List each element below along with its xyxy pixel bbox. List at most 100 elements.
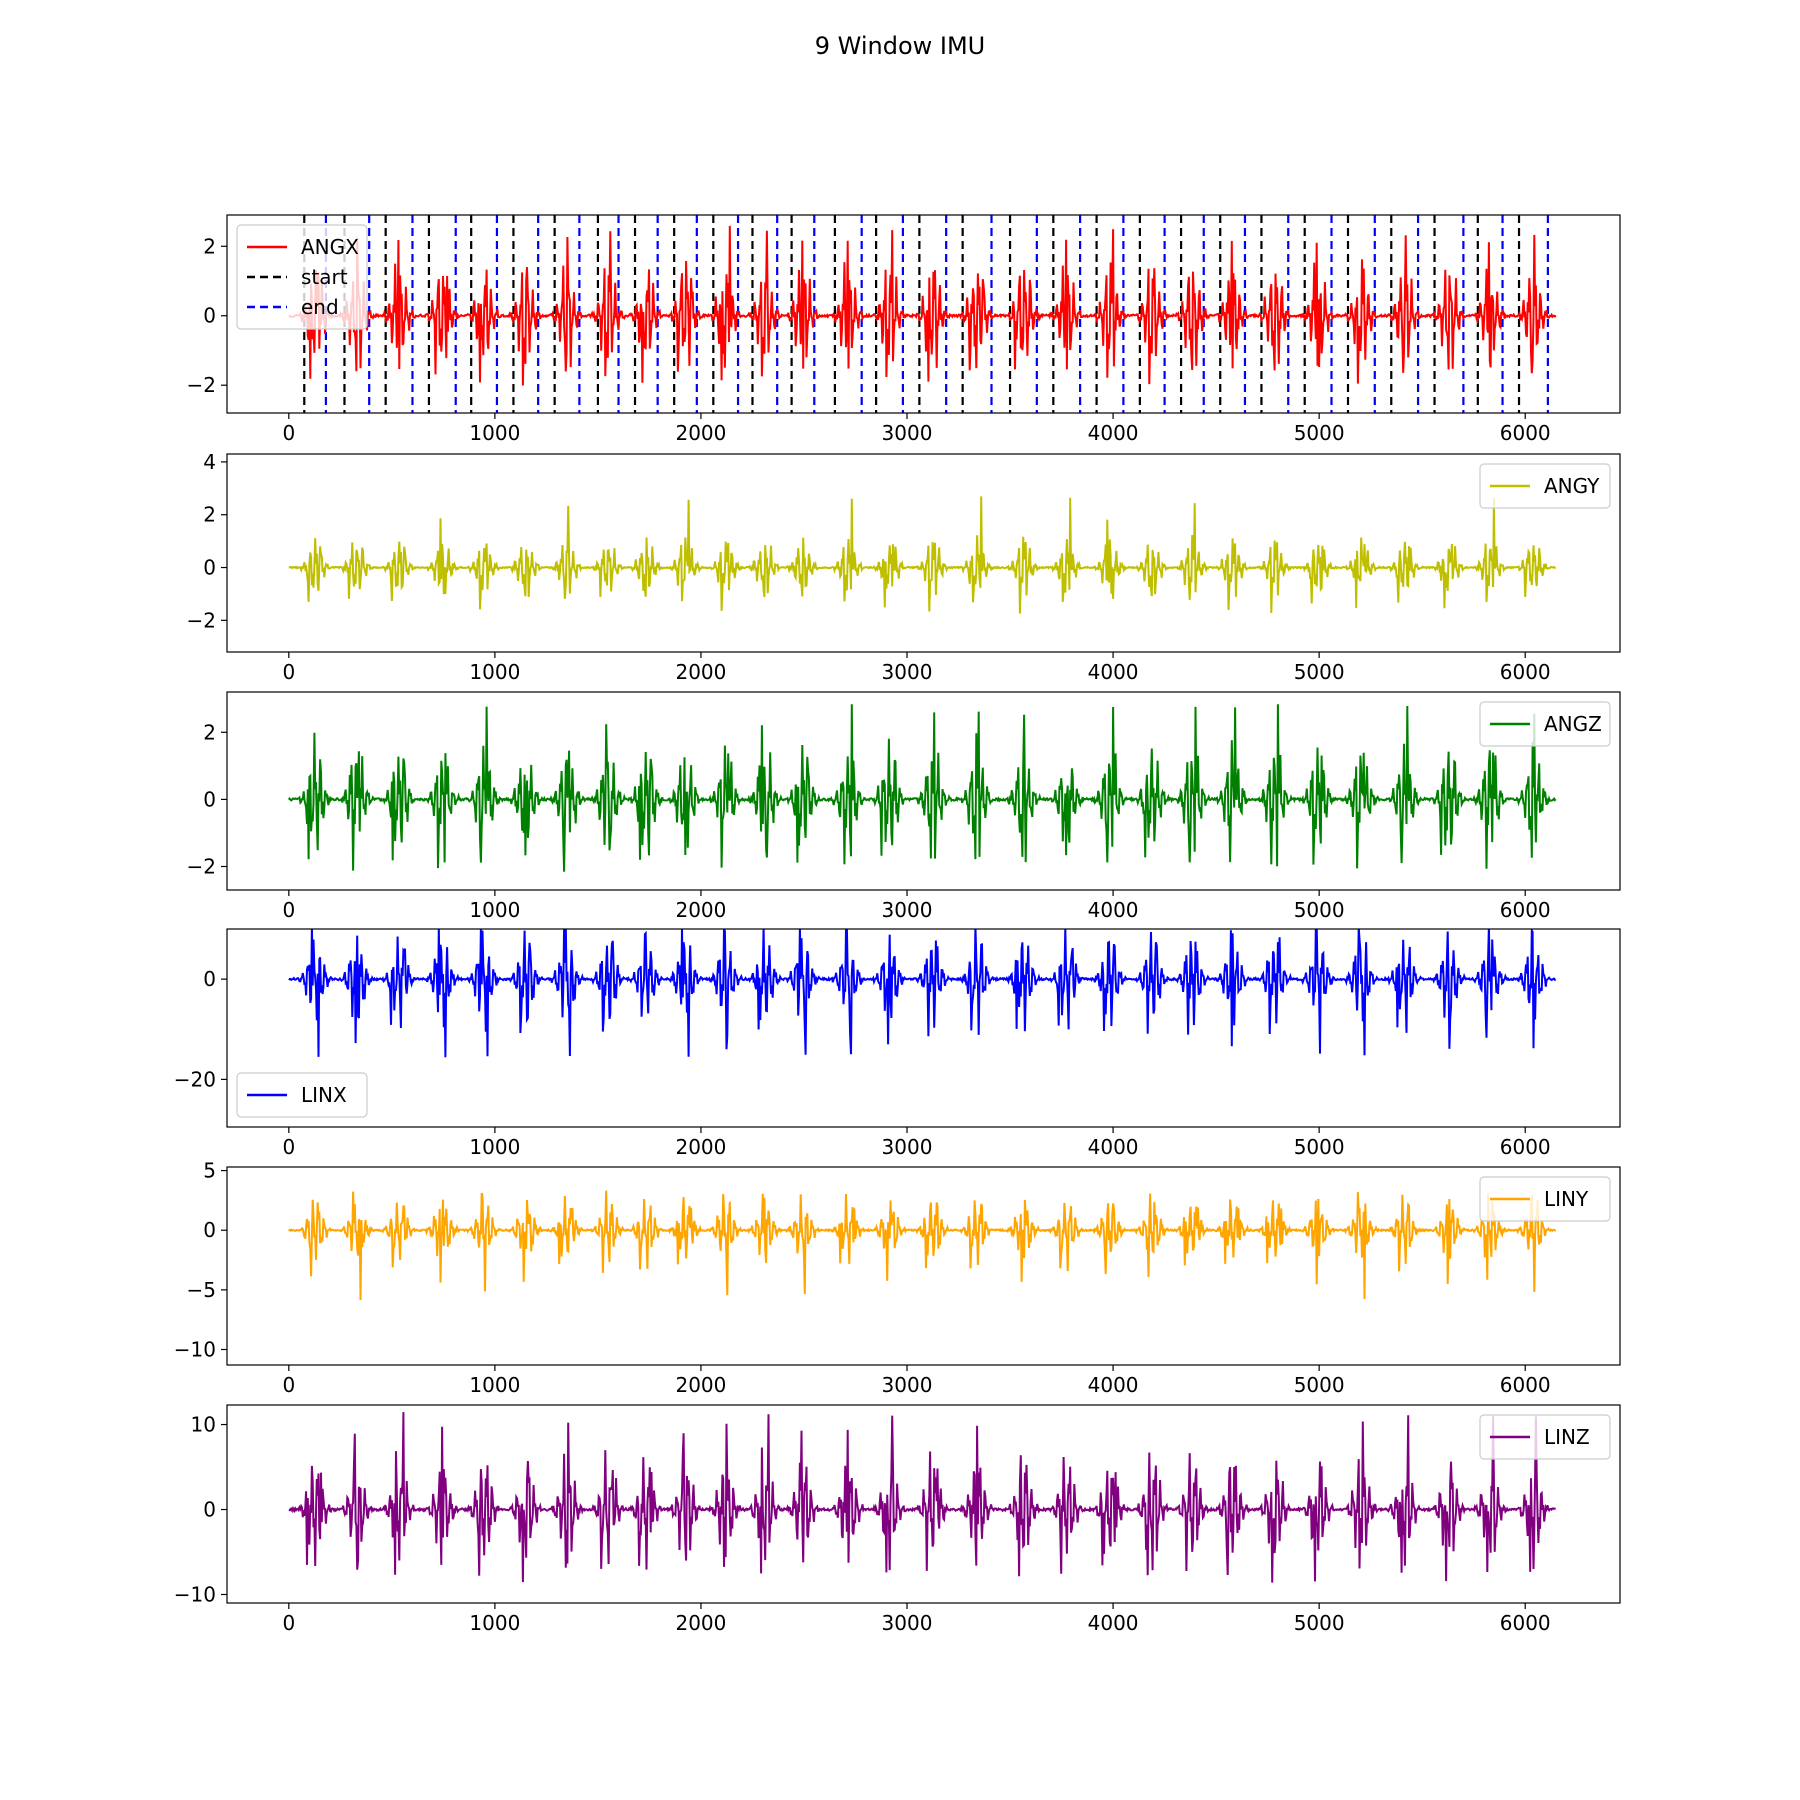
plot-frame [226,1166,1621,1366]
x-tick-label: 4000 [1088,898,1139,922]
y-tick-label: −10 [174,1337,216,1361]
subplot-angx: 0 1000 2000 3000 4000 5000 6000 −2 0 2 ANGX start en… [187,214,1621,445]
x-tick-label: 5000 [1294,898,1345,922]
legend-label: LINY [1544,1187,1589,1211]
legend: LINZ [1479,1414,1611,1460]
subplot-liny: 0 1000 2000 3000 4000 5000 6000 −10 −5 0 5 LINY [174,1159,1621,1397]
series-line-linx [288,929,1556,1058]
figure-title: 9 Window IMU [815,32,986,60]
x-tick-label: 6000 [1500,1135,1551,1159]
x-tick-label: 0 [282,421,295,445]
x-tick-label: 0 [282,1373,295,1397]
x-tick-label: 2000 [675,1611,726,1635]
subplot-linz: 0 1000 2000 3000 4000 5000 6000 −10 0 10 LINZ [174,1404,1621,1635]
x-tick-label: 6000 [1500,898,1551,922]
legend-box [1479,1414,1611,1460]
y-tick-label: 0 [203,1218,216,1242]
plot-frame [226,928,1621,1128]
y-tick-label: −2 [187,608,216,632]
y-tick-label: 0 [203,1498,216,1522]
y-tick-label: 0 [203,787,216,811]
legend-label: ANGZ [1544,712,1602,736]
series-line-linz [288,1412,1556,1583]
y-tick-label: 10 [191,1413,216,1437]
y-tick-label: −2 [187,855,216,879]
x-tick-label: 3000 [882,1135,933,1159]
legend-box [1479,701,1611,747]
series-line-angx [288,225,1557,386]
x-tick-label: 3000 [882,421,933,445]
x-tick-label: 2000 [675,1135,726,1159]
y-tick-label: −2 [187,373,216,397]
plot-frame [226,691,1621,891]
x-tick-label: 3000 [882,898,933,922]
series-line-angz [287,704,1557,872]
x-tick-label: 4000 [1088,1373,1139,1397]
plot-frame [226,1404,1621,1604]
x-tick-label: 2000 [675,898,726,922]
legend-box [1479,1176,1611,1222]
x-tick-label: 6000 [1500,1611,1551,1635]
legend: LINY [1479,1176,1611,1222]
y-tick-label: 5 [203,1159,216,1183]
x-tick-label: 1000 [469,1611,520,1635]
y-tick-label: 0 [203,967,216,991]
plot-frame [226,214,1621,414]
x-tick-label: 1000 [469,898,520,922]
x-tick-label: 3000 [882,660,933,684]
y-tick-label: 0 [203,556,216,580]
x-tick-label: 6000 [1500,660,1551,684]
x-tick-label: 5000 [1294,1611,1345,1635]
x-tick-label: 1000 [469,1135,520,1159]
legend-label: LINX [301,1083,347,1107]
legend-box [236,224,368,330]
x-tick-label: 5000 [1294,660,1345,684]
y-tick-label: 4 [203,450,216,474]
x-tick-label: 0 [282,898,295,922]
x-tick-label: 3000 [882,1373,933,1397]
x-tick-label: 4000 [1088,660,1139,684]
legend: ANGX start end [236,224,368,330]
series-line-liny [288,1190,1557,1301]
y-tick-label: −5 [187,1278,216,1302]
x-tick-label: 0 [282,660,295,684]
legend-label: ANGY [1544,474,1600,498]
subplot-linx: 0 1000 2000 3000 4000 5000 6000 −20 0 LINX [174,928,1621,1159]
legend-label: LINZ [1544,1425,1590,1449]
y-tick-label: 2 [203,720,216,744]
x-tick-label: 4000 [1088,421,1139,445]
x-tick-label: 5000 [1294,1373,1345,1397]
x-tick-label: 3000 [882,1611,933,1635]
x-tick-label: 0 [282,1611,295,1635]
x-tick-label: 2000 [675,421,726,445]
legend-label: ANGX [301,235,359,259]
x-tick-label: 5000 [1294,421,1345,445]
legend-box [1479,463,1611,509]
x-tick-label: 2000 [675,1373,726,1397]
x-tick-label: 2000 [675,660,726,684]
x-tick-label: 4000 [1088,1135,1139,1159]
x-tick-label: 6000 [1500,1373,1551,1397]
x-tick-label: 1000 [469,1373,520,1397]
y-tick-label: −20 [174,1067,216,1091]
subplot-angz: 0 1000 2000 3000 4000 5000 6000 −2 0 2 ANGZ [187,691,1621,922]
x-tick-label: 4000 [1088,1611,1139,1635]
legend-label: end [301,295,339,319]
legend-box [236,1072,368,1118]
y-tick-label: 2 [203,503,216,527]
x-tick-label: 1000 [469,421,520,445]
legend: ANGY [1479,463,1611,509]
legend: LINX [236,1072,368,1118]
y-tick-label: 0 [203,304,216,328]
x-tick-label: 5000 [1294,1135,1345,1159]
y-tick-label: 2 [203,234,216,258]
x-tick-label: 6000 [1500,421,1551,445]
subplot-angy: 0 1000 2000 3000 4000 5000 6000 −2 0 2 4 ANGY [187,450,1621,684]
x-tick-label: 1000 [469,660,520,684]
x-tick-label: 0 [282,1135,295,1159]
y-tick-label: −10 [174,1583,216,1607]
series-line-angy [288,496,1557,614]
legend: ANGZ [1479,701,1611,747]
legend-label: start [301,265,348,289]
